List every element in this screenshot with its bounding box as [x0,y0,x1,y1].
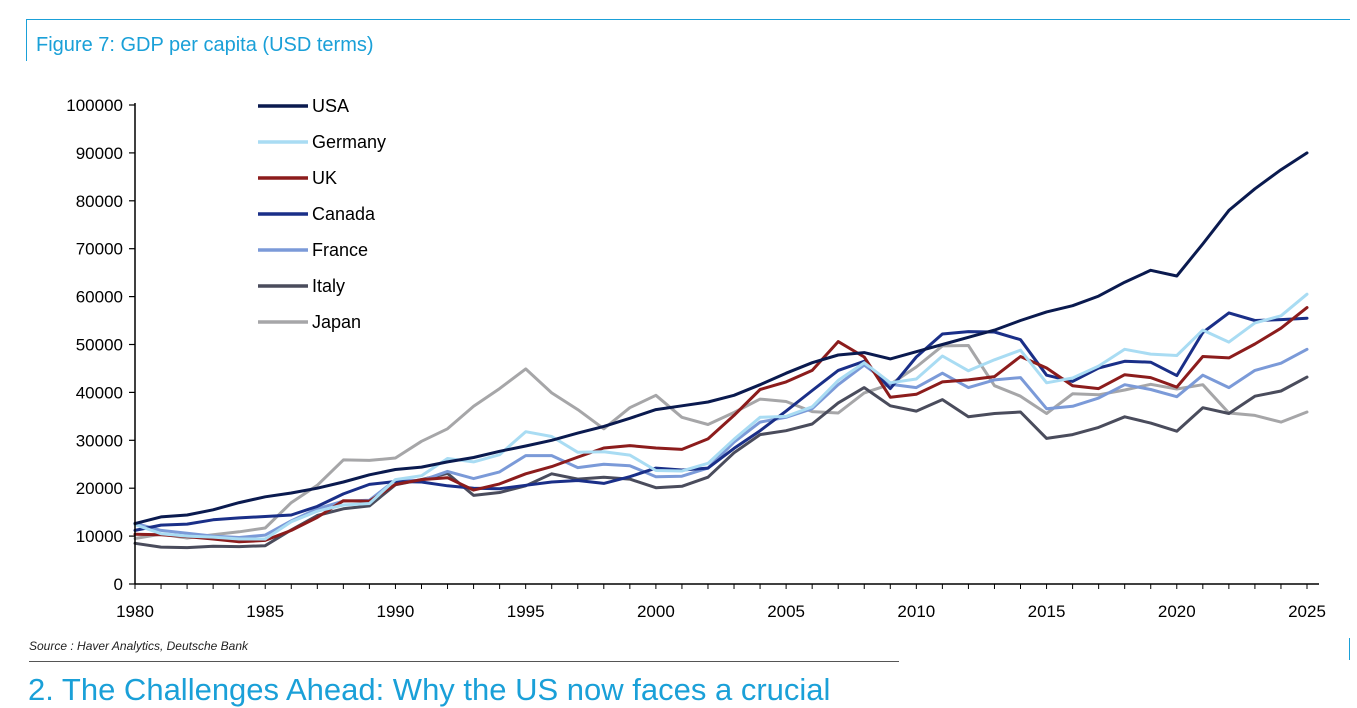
y-tick-label: 40000 [76,383,123,402]
legend-label-france: France [312,240,368,260]
axis-layer: 0 10000 20000 30000 40000 50000 60000 70000 8000… [66,96,1326,621]
frame-top-rule [26,19,1350,20]
section-heading: 2. The Challenges Ahead: Why the US now … [28,672,831,707]
y-tick-label: 50000 [76,336,123,355]
source-rule [29,661,899,662]
x-tick-label: 2025 [1288,602,1326,621]
y-tick-label: 80000 [76,192,123,211]
series-line-france [133,347,1309,539]
y-tick-label: 30000 [76,431,123,450]
x-tick-label: 1985 [246,602,284,621]
legend-label-canada: Canada [312,204,376,224]
legend-label-usa: USA [312,96,349,116]
x-tick-label: 2010 [897,602,935,621]
source-note: Source : Haver Analytics, Deutsche Bank [29,639,248,653]
y-tick-label: 100000 [66,96,123,115]
y-tick-label: 20000 [76,479,123,498]
x-tick-label: 1995 [507,602,545,621]
series-layer [133,151,1309,550]
x-tick-label: 2000 [637,602,675,621]
legend-label-italy: Italy [312,276,345,296]
y-tick-label: 60000 [76,288,123,307]
x-tick-label: 1980 [116,602,154,621]
frame-right-rule [1349,638,1350,660]
legend-label-japan: Japan [312,312,361,332]
legend-label-uk: UK [312,168,337,188]
y-tick-label: 90000 [76,144,123,163]
series-line-germany [133,292,1309,541]
x-tick-label: 2005 [767,602,805,621]
y-tick-label: 0 [114,575,123,594]
series-line-uk [133,306,1309,544]
legend-label-germany: Germany [312,132,386,152]
x-tick-label: 2015 [1028,602,1066,621]
x-tick-label: 1990 [377,602,415,621]
series-line-usa [133,151,1309,526]
series-line-italy [133,375,1309,550]
legend-layer: USA Germany UK Canada France Italy Japan [258,96,386,332]
frame-left-rule [26,19,27,61]
y-tick-label: 70000 [76,240,123,259]
y-tick-label: 10000 [76,527,123,546]
x-tick-label: 2020 [1158,602,1196,621]
figure-title: Figure 7: GDP per capita (USD terms) [36,34,374,56]
series-line-canada [133,311,1309,532]
